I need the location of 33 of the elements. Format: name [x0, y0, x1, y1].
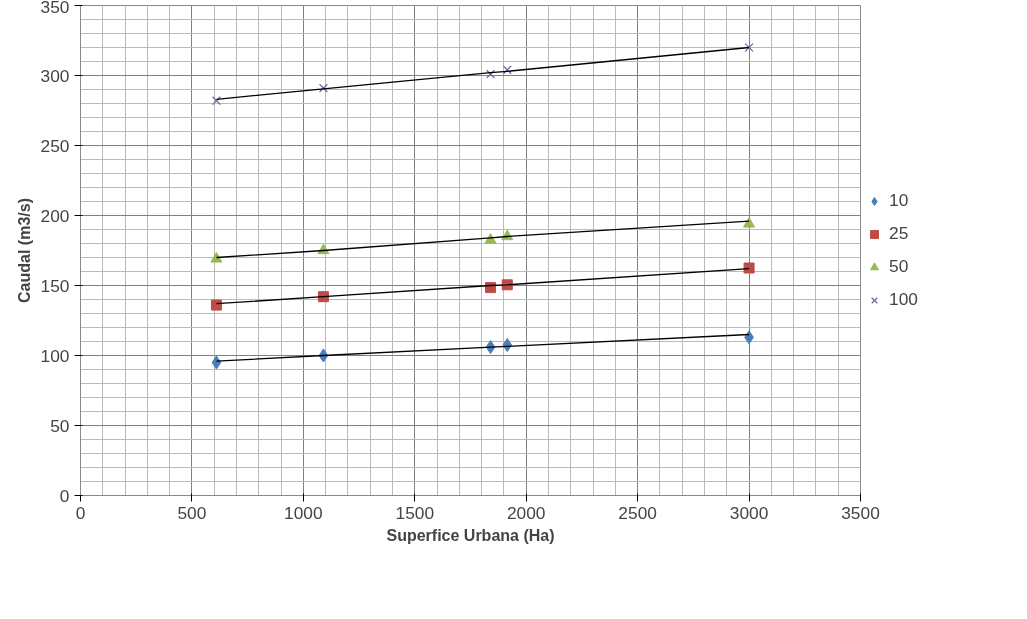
- point: [210, 299, 222, 311]
- x-tick-label: 2000: [506, 502, 546, 523]
- y-tick-label: 300: [40, 65, 70, 86]
- legend-label: 10: [889, 190, 909, 211]
- point: [743, 217, 756, 228]
- y-tick-label: 150: [40, 275, 70, 296]
- point: [210, 252, 223, 263]
- x-tick-label: 3500: [841, 502, 880, 523]
- point: [211, 96, 221, 106]
- x-tick-label: 3000: [729, 502, 769, 523]
- x-tick-label: 500: [177, 502, 207, 523]
- x-tick-label: 0: [75, 502, 86, 523]
- y-tick-label: 50: [50, 415, 70, 436]
- line-series: [215, 46, 750, 100]
- y-tick-label: 250: [40, 135, 70, 156]
- point: [743, 262, 755, 274]
- x-axis-title: Superfice Urbana (Ha): [386, 526, 555, 544]
- y-tick-label: 350: [40, 0, 70, 17]
- point: [318, 83, 328, 93]
- y-axis-title: Caudal (m3/s): [15, 198, 33, 303]
- point: [502, 65, 512, 75]
- y-tick-label: 100: [40, 345, 70, 366]
- x-tick-label: 2500: [618, 502, 657, 523]
- point: [485, 282, 497, 294]
- point: [486, 69, 496, 79]
- x-tick-label: 1000: [284, 502, 323, 523]
- legend-label: 25: [889, 223, 909, 244]
- point: [744, 42, 754, 53]
- x-tick-label: 1500: [395, 502, 435, 523]
- y-tick-label: 0: [59, 485, 70, 506]
- legend-label: 50: [889, 256, 909, 277]
- legend-label: 100: [889, 289, 918, 310]
- y-tick-label: 200: [40, 205, 70, 226]
